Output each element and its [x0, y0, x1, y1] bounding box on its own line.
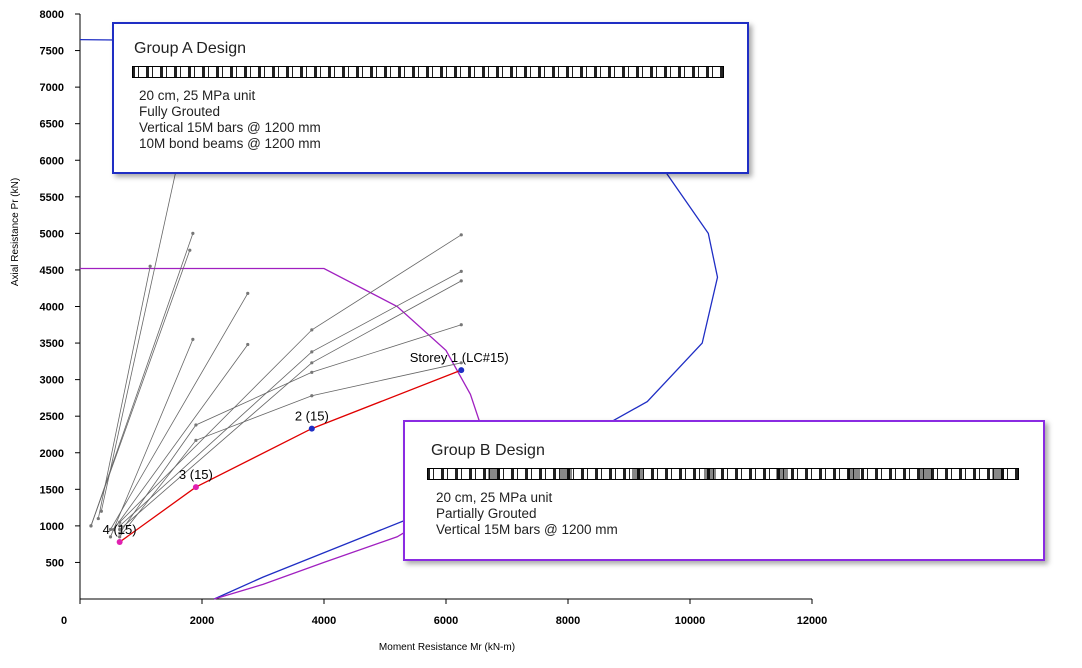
series-marker [118, 535, 122, 539]
group-a-line-4: 10M bond beams @ 1200 mm [139, 136, 321, 151]
y-tick-label: 500 [46, 557, 64, 569]
x-tick-label: 0 [61, 615, 67, 627]
design-point-label: Storey 1 (LC#15) [410, 350, 509, 365]
series-marker [310, 361, 314, 365]
series-line [113, 344, 249, 530]
x-tick-label: 12000 [797, 615, 828, 627]
design-point [308, 425, 315, 432]
group-a-line-2: Fully Grouted [139, 104, 221, 119]
series-line [90, 233, 194, 527]
series-line [119, 369, 462, 543]
series-marker [111, 527, 116, 532]
points-layer: 4 (15) 3 (15) 2 (15) Storey 1 (LC#15) [103, 350, 509, 545]
y-tick-label: 5000 [40, 228, 64, 240]
series-marker [118, 524, 122, 528]
series-marker [459, 323, 463, 327]
y-tick-label: 1500 [40, 484, 64, 496]
y-tick-label: 6000 [40, 155, 64, 167]
series-marker [310, 370, 314, 374]
y-tick-label: 6500 [40, 119, 64, 131]
group-a-title: Group A Design [134, 40, 247, 57]
series-marker [118, 527, 122, 532]
group-a-callout: Group A Design 20 cm, 25 MPa unit Fully … [112, 22, 749, 174]
series-line [90, 250, 191, 527]
group-a-line-1: 20 cm, 25 MPa unit [139, 88, 256, 103]
y-tick-label: 7500 [40, 46, 64, 58]
series-marker [99, 509, 103, 513]
y-tick-label: 5500 [40, 192, 64, 204]
design-point-label: 2 (15) [295, 409, 329, 424]
y-axis-title: Axial Resistance Pr (kN) [10, 178, 21, 286]
x-axis-title: Moment Resistance Mr (kN-m) [379, 642, 515, 653]
series-marker [194, 438, 198, 442]
series-marker [108, 535, 113, 539]
series-marker [459, 233, 463, 237]
series-marker [188, 248, 192, 252]
y-tick-label: 4500 [40, 265, 64, 277]
design-point-label: 4 (15) [103, 522, 137, 537]
x-tick-label: 8000 [556, 615, 580, 627]
series-marker [246, 342, 250, 347]
design-point [116, 538, 123, 545]
series-marker [191, 337, 195, 342]
group-b-line-2: Partially Grouted [436, 506, 537, 521]
axes: 500 1000 1500 2000 2500 3000 3500 4000 4500 5000 5… [40, 9, 828, 627]
design-point-label: 3 (15) [179, 467, 213, 482]
y-tick-label: 4000 [40, 302, 64, 314]
series-marker [96, 516, 100, 521]
y-tick-label: 7000 [40, 82, 64, 94]
group-b-line-1: 20 cm, 25 MPa unit [436, 490, 553, 505]
design-point [192, 484, 199, 491]
series-marker [310, 328, 314, 332]
series-line [110, 293, 249, 530]
x-tick-label: 6000 [434, 615, 458, 627]
series-line [110, 339, 194, 537]
series-marker [459, 279, 463, 283]
x-tick-label: 10000 [675, 615, 706, 627]
series-marker [108, 527, 113, 532]
series-layer [79, 38, 719, 600]
x-tick-label: 4000 [312, 615, 336, 627]
series-marker [459, 361, 463, 365]
series-line [97, 266, 151, 519]
series-marker [118, 520, 122, 524]
y-tick-label: 2000 [40, 448, 64, 460]
y-tick-label: 1000 [40, 521, 64, 533]
series-line [119, 324, 462, 534]
y-tick-label: 3000 [40, 375, 64, 387]
group-b-title: Group B Design [431, 442, 545, 459]
series-marker [246, 291, 250, 295]
y-tick-label: 3500 [40, 338, 64, 350]
fully-grouted-wall-icon [132, 66, 724, 78]
series-marker [191, 231, 195, 235]
series-marker [459, 269, 463, 273]
x-tick-label: 2000 [190, 615, 214, 627]
design-point [458, 367, 465, 374]
y-tick-label: 2500 [40, 411, 64, 423]
group-a-line-3: Vertical 15M bars @ 1200 mm [139, 120, 321, 135]
series-marker [89, 524, 93, 528]
group-b-callout: Group B Design 20 cm, 25 MPa unit Partia… [403, 420, 1045, 561]
partially-grouted-wall-icon [427, 468, 1019, 480]
series-marker [118, 531, 122, 535]
series-marker [310, 394, 314, 398]
series-marker [194, 423, 198, 427]
series-marker [310, 350, 314, 354]
series-marker [148, 264, 152, 268]
group-b-line-3: Vertical 15M bars @ 1200 mm [436, 522, 618, 537]
y-tick-label: 8000 [40, 9, 64, 21]
series-line [119, 362, 462, 538]
